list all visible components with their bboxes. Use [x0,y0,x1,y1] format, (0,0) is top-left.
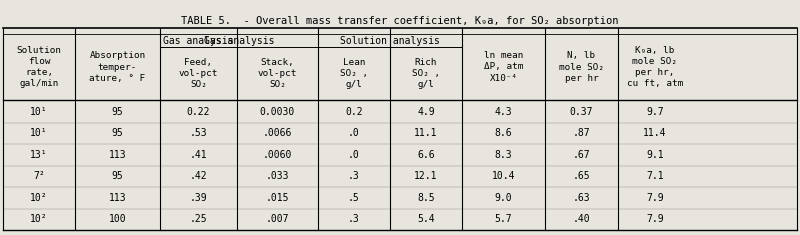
Text: Solution
flow
rate,
gal/min: Solution flow rate, gal/min [17,46,62,88]
Text: Rich
SO₂ ,
g/l: Rich SO₂ , g/l [412,58,440,89]
Text: .53: .53 [190,128,207,138]
Text: .40: .40 [573,214,590,224]
Text: .0066: .0066 [263,128,292,138]
Text: .007: .007 [266,214,290,224]
Text: .3: .3 [348,171,360,181]
Text: 7.1: 7.1 [646,171,664,181]
Text: 10¹: 10¹ [30,107,48,117]
Text: 12.1: 12.1 [414,171,438,181]
Text: .87: .87 [573,128,590,138]
Text: .67: .67 [573,150,590,160]
Text: 9.0: 9.0 [494,193,512,203]
Text: 95: 95 [112,128,123,138]
Text: N, lb
mole SO₂
per hr: N, lb mole SO₂ per hr [559,51,604,82]
Text: 7²: 7² [33,171,45,181]
Text: 100: 100 [109,214,126,224]
Text: 10²: 10² [30,214,48,224]
Text: 10¹: 10¹ [30,128,48,138]
Text: 4.9: 4.9 [417,107,435,117]
Text: 8.3: 8.3 [494,150,512,160]
Text: 7.9: 7.9 [646,193,664,203]
Text: .5: .5 [348,193,360,203]
Text: 113: 113 [109,150,126,160]
Text: 5.7: 5.7 [494,214,512,224]
Text: .39: .39 [190,193,207,203]
Text: Solution analysis: Solution analysis [340,35,440,46]
Text: 11.1: 11.1 [414,128,438,138]
Text: 9.1: 9.1 [646,150,664,160]
Text: Feed,
vol-pct
SO₂: Feed, vol-pct SO₂ [179,58,218,89]
Text: 11.4: 11.4 [643,128,666,138]
Text: 4.3: 4.3 [494,107,512,117]
Text: 8.6: 8.6 [494,128,512,138]
Text: 95: 95 [112,171,123,181]
Text: TABLE 5.  - Overall mass transfer coefficient, K₉a, for SO₂ absorption: TABLE 5. - Overall mass transfer coeffic… [182,16,618,26]
Text: .015: .015 [266,193,290,203]
Text: Absorption
temper-
ature, ° F: Absorption temper- ature, ° F [90,51,146,82]
Text: .42: .42 [190,171,207,181]
Text: 10²: 10² [30,193,48,203]
Text: 0.2: 0.2 [345,107,363,117]
Text: 0.37: 0.37 [570,107,594,117]
Text: K₉a, lb
mole SO₂
per hr,
cu ft, atm: K₉a, lb mole SO₂ per hr, cu ft, atm [627,46,683,88]
Text: .25: .25 [190,214,207,224]
Text: 5.4: 5.4 [417,214,435,224]
Text: 95: 95 [112,107,123,117]
Text: 6.6: 6.6 [417,150,435,160]
Text: ln mean
ΔP, atm
X10⁻⁴: ln mean ΔP, atm X10⁻⁴ [484,51,523,82]
Text: .033: .033 [266,171,290,181]
Text: 10.4: 10.4 [492,171,515,181]
Text: .0060: .0060 [263,150,292,160]
Text: Gas analysis: Gas analysis [204,35,274,46]
Text: .0: .0 [348,128,360,138]
Text: 13¹: 13¹ [30,150,48,160]
Text: .3: .3 [348,214,360,224]
Text: Stack,
vol-pct
SO₂: Stack, vol-pct SO₂ [258,58,297,89]
Text: .63: .63 [573,193,590,203]
Text: Lean
SO₂ ,
g/l: Lean SO₂ , g/l [340,58,368,89]
Text: 113: 113 [109,193,126,203]
Text: 0.22: 0.22 [186,107,210,117]
Text: .41: .41 [190,150,207,160]
Text: .0: .0 [348,150,360,160]
Text: Gas analysis: Gas analysis [163,35,234,46]
Text: 8.5: 8.5 [417,193,435,203]
Text: .65: .65 [573,171,590,181]
Text: 0.0030: 0.0030 [260,107,295,117]
Text: 7.9: 7.9 [646,214,664,224]
Text: 9.7: 9.7 [646,107,664,117]
